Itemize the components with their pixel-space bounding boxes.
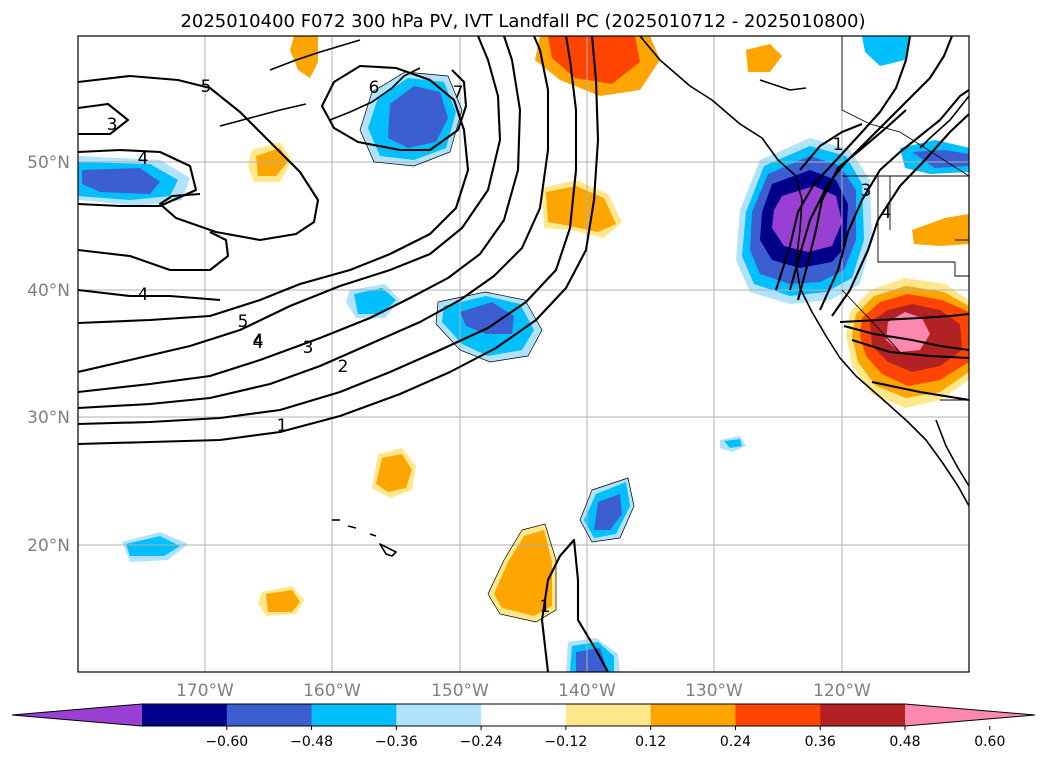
contour-label: 4 [138, 149, 149, 169]
contour-label: 5 [201, 77, 212, 97]
colorbar-swatch [820, 704, 906, 726]
contour-label: 4 [253, 333, 264, 353]
pv-contours [78, 36, 969, 672]
colorbar-swatch [650, 704, 736, 726]
contour-label: 1 [277, 416, 288, 436]
lat-label-50n: 50°N [27, 153, 70, 173]
contour-label: 3 [303, 338, 314, 358]
colorbar-extend-high [905, 704, 1035, 726]
lon-label-150w: 150°W [431, 681, 489, 701]
longitude-labels: 170°W 160°W 150°W 140°W 130°W 120°W [176, 681, 871, 701]
latitude-labels: 50°N 40°N 30°N 20°N [27, 153, 70, 556]
colorbar-swatch [481, 704, 567, 726]
contour-label: 1 [540, 597, 551, 617]
ivt-outlines [359, 71, 635, 623]
contour-label: 4 [253, 331, 264, 351]
colorbar-tick-label: −0.36 [375, 734, 418, 750]
colorbar-tick-label: −0.12 [544, 734, 587, 750]
lon-label-160w: 160°W [303, 681, 361, 701]
lon-label-120w: 120°W [813, 681, 871, 701]
ivt-shading [78, 36, 969, 672]
colorbar-swatch [396, 704, 482, 726]
colorbar-tick-label: 0.24 [720, 734, 751, 750]
colorbar-swatch [565, 704, 652, 726]
colorbar-tick-label: −0.60 [205, 734, 248, 750]
colorbar-tick-label: 0.12 [635, 734, 666, 750]
contour-label: 1 [833, 135, 844, 155]
map-frame [77, 35, 970, 673]
contour-label: 5 [238, 312, 249, 332]
colorbar-tick-label: 0.36 [805, 734, 836, 750]
colorbar-tick-label: 0.48 [889, 734, 920, 750]
colorbar-outline [11, 703, 1036, 727]
contour-label: 4 [138, 285, 149, 305]
colorbar-swatch [142, 704, 228, 726]
lon-label-130w: 130°W [685, 681, 743, 701]
lat-label-40n: 40°N [27, 281, 70, 301]
contour-label: 2 [338, 357, 349, 377]
lat-label-30n: 30°N [27, 408, 70, 428]
gridlines [78, 36, 969, 672]
map-title: 2025010400 F072 300 hPa PV, IVT Landfall… [180, 11, 865, 32]
lat-label-20n: 20°N [27, 536, 70, 556]
lon-label-170w: 170°W [176, 681, 234, 701]
contour-label: 6 [369, 78, 380, 98]
colorbar-extend-low [12, 704, 142, 726]
colorbar-tick-label: −0.24 [460, 734, 503, 750]
colorbar-tick-label: 0.60 [974, 734, 1005, 750]
coastlines [219, 36, 969, 557]
contour-labels: 3 4 5 6 7 4 4 5 4 3 2 1 1 1 3 4 [107, 77, 892, 617]
colorbar-swatch [311, 704, 397, 726]
contour-label: 4 [881, 203, 892, 223]
contour-label: 7 [453, 83, 464, 103]
colorbar-swatch [226, 704, 313, 726]
colorbar: −0.60 −0.48 −0.36 −0.24 −0.12 0.12 0.24 0.36 0.4… [11, 703, 1036, 750]
contour-label: 3 [861, 181, 872, 201]
map-area: 3 4 5 6 7 4 4 5 4 3 2 1 1 1 3 4 [78, 36, 969, 672]
contour-label: 3 [107, 115, 118, 135]
colorbar-tick-label: −0.48 [290, 734, 333, 750]
colorbar-swatch [735, 704, 821, 726]
lon-label-140w: 140°W [558, 681, 616, 701]
